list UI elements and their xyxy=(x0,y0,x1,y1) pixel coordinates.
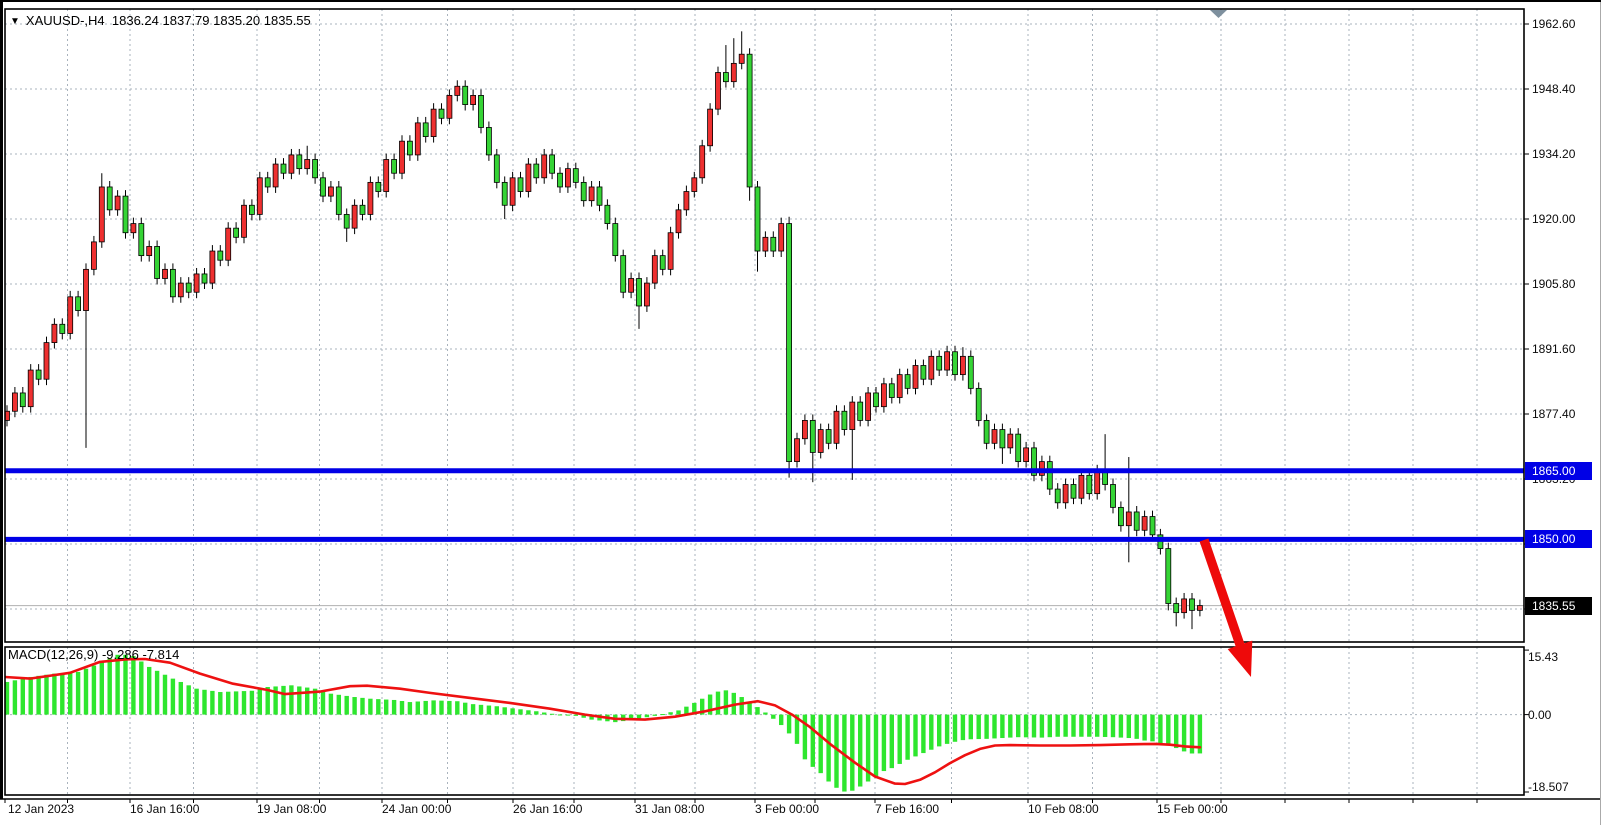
chart-shift-marker-icon xyxy=(1210,10,1227,18)
macd-signal-line xyxy=(5,657,1202,786)
axis-ticks xyxy=(4,23,1529,803)
macd-histogram xyxy=(5,654,1203,792)
grid xyxy=(4,9,1524,795)
trend-arrow[interactable] xyxy=(1199,538,1253,678)
pane-borders xyxy=(0,8,1601,800)
candlesticks xyxy=(5,31,1203,630)
